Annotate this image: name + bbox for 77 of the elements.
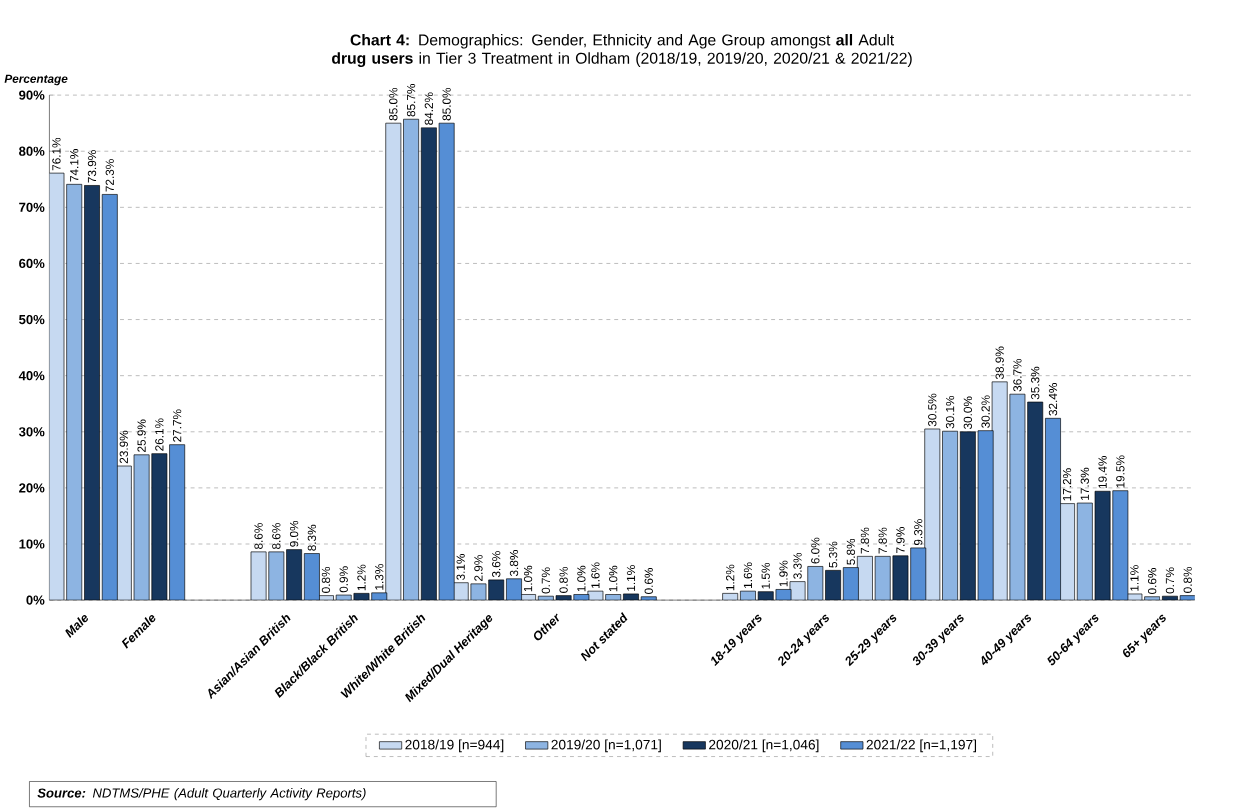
data-label: 30.2% bbox=[981, 395, 990, 428]
y-tick-label: 10% bbox=[19, 539, 45, 549]
y-tick-label: 20% bbox=[19, 483, 45, 493]
data-label: 85.7% bbox=[406, 84, 416, 117]
chart-title: Chart 4: Demographics: Gender, Ethnicity and Age Group amongst all Adult drug users in Tier 3 Treatment in Oldham (2018/19, 2019/20, 2020/21 & 2021/22) bbox=[332, 34, 912, 67]
data-label: 23.9% bbox=[119, 430, 128, 464]
data-label: 1.0% bbox=[609, 565, 618, 592]
data-label: 1.6% bbox=[591, 562, 600, 588]
data-label: 0.8% bbox=[1183, 566, 1192, 593]
data-label: 6.0% bbox=[811, 537, 820, 564]
data-label: 3.3% bbox=[793, 552, 802, 579]
data-label: 3.6% bbox=[492, 551, 501, 578]
legend-label: 2018/19 [n=944] bbox=[405, 739, 504, 753]
data-label: 19.4% bbox=[1098, 456, 1107, 489]
legend-label: 2020/21 [n=1,046] bbox=[709, 739, 819, 753]
y-tick-label: 80% bbox=[19, 146, 45, 156]
data-label: 1.2% bbox=[726, 564, 735, 591]
data-label: 30.0% bbox=[963, 396, 973, 430]
data-label: 7.8% bbox=[860, 527, 870, 554]
data-label: 32.4% bbox=[1048, 383, 1058, 416]
data-label: 0.6% bbox=[644, 568, 653, 595]
data-label: 1.3% bbox=[375, 564, 384, 590]
data-label: 30.5% bbox=[928, 393, 937, 427]
y-tick-label: 40% bbox=[18, 371, 45, 381]
data-label: 0.9% bbox=[339, 566, 348, 593]
data-label: 7.9% bbox=[896, 527, 905, 553]
data-label: 27.7% bbox=[172, 409, 182, 442]
y-tick-label: 90% bbox=[19, 90, 45, 100]
data-label: 72.3% bbox=[105, 159, 114, 192]
data-label: 1.2% bbox=[357, 564, 366, 591]
data-label: 8.6% bbox=[272, 523, 281, 550]
data-label: 0.7% bbox=[1165, 567, 1175, 594]
y-tick-label: 0% bbox=[26, 595, 45, 605]
data-label: 5.3% bbox=[828, 541, 838, 568]
data-label: 25.9% bbox=[137, 419, 146, 452]
data-label: 1.1% bbox=[626, 565, 636, 591]
data-label: 17.3% bbox=[1080, 467, 1089, 500]
data-label: 36.7% bbox=[1013, 358, 1022, 392]
data-label: 26.1% bbox=[155, 418, 164, 451]
data-label: 3.1% bbox=[456, 554, 465, 581]
data-label: 17.2% bbox=[1062, 468, 1072, 501]
data-label: 19.5% bbox=[1116, 455, 1125, 488]
y-tick-label: 30% bbox=[18, 427, 45, 437]
data-label: 3.8% bbox=[509, 550, 519, 577]
data-label: 5.8% bbox=[846, 538, 856, 565]
data-label: 9.0% bbox=[289, 520, 299, 547]
data-label: 1.0% bbox=[577, 565, 586, 592]
data-label: 8.6% bbox=[254, 523, 263, 550]
data-label: 1.9% bbox=[779, 560, 788, 587]
data-label: 1.1% bbox=[1130, 565, 1139, 591]
data-label: 84.2% bbox=[424, 92, 434, 125]
legend-label: 2021/22 [n=1,197] bbox=[866, 739, 977, 753]
y-tick-label: 50% bbox=[19, 314, 45, 325]
data-label: 85.0% bbox=[389, 87, 398, 121]
data-label: 85.0% bbox=[442, 87, 451, 121]
text: Source: NDTMS/PHE (Adult Quarterly Activity Reports) bbox=[37, 788, 366, 801]
data-label: 1.5% bbox=[761, 563, 770, 589]
data-label: 74.1% bbox=[70, 149, 79, 182]
data-label: 2.9% bbox=[474, 555, 483, 581]
data-label: 0.6% bbox=[1148, 568, 1157, 595]
legend-label: 2019/20 [n=1,071] bbox=[551, 739, 661, 753]
data-label: 1.0% bbox=[523, 565, 533, 592]
data-label: 0.8% bbox=[559, 566, 568, 593]
data-label: 38.9% bbox=[995, 346, 1004, 380]
data-label: 0.8% bbox=[321, 566, 331, 593]
data-label: 1.6% bbox=[743, 562, 753, 588]
data-label: 9.3% bbox=[914, 519, 923, 546]
data-label: 35.3% bbox=[1031, 366, 1040, 400]
data-label: 0.7% bbox=[541, 567, 550, 594]
y-axis-title: Percentage bbox=[4, 74, 68, 86]
y-tick-label: 70% bbox=[19, 202, 45, 212]
data-label: 76.1% bbox=[52, 137, 61, 171]
data-label: 7.8% bbox=[878, 527, 887, 554]
data-label: 30.1% bbox=[945, 396, 955, 429]
data-label: 8.3% bbox=[307, 524, 317, 551]
data-label: 73.9% bbox=[87, 150, 97, 183]
y-tick-label: 60% bbox=[19, 258, 45, 269]
